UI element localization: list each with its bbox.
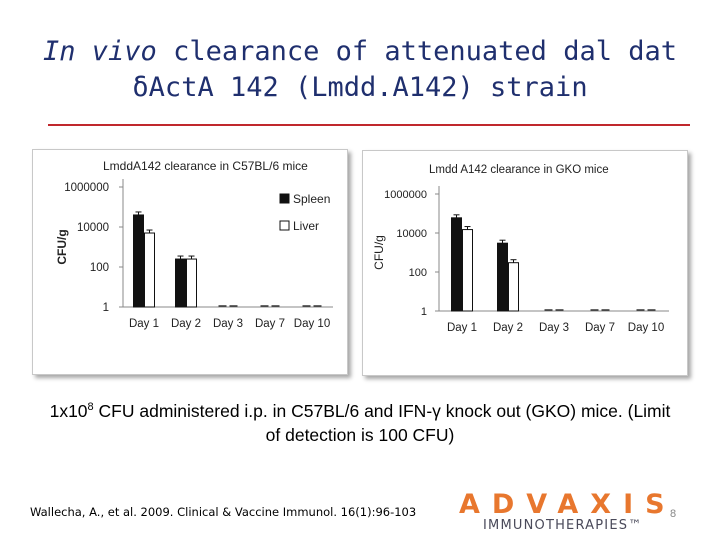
bar-spleen-day-2 [175,258,186,308]
y-tick-label: 100 [90,262,109,274]
title-line-2: δActA 142 (Lmdd.A142) strain [132,72,588,103]
chart-panel-gko: Lmdd A142 clearance in GKO mice CFU/g 1 100… [362,150,688,376]
title-line-1-rest: clearance of attenuated dal dat [173,36,677,67]
chart-title: Lmdd A142 clearance in GKO mice [429,164,609,176]
y-tick-label: 1000000 [384,189,427,201]
title-in-vivo: In vivo [43,36,157,67]
x-category-label: Day 3 [539,322,569,334]
x-category-label: Day 10 [294,318,330,330]
bar-series-2-day-1 [462,229,473,312]
chart-gko: Lmdd A142 clearance in GKO mice CFU/g 1 100… [372,164,669,334]
x-category-label: Day 2 [171,318,201,330]
chart-panel-c57bl6: LmddA142 clearance in C57BL/6 mice CFU/g 1… [32,149,348,375]
x-category-label: Day 7 [585,322,615,334]
x-category-label: Day 2 [493,322,523,334]
citation: Wallecha, A., et al. 2009. Clinical & Va… [30,505,417,519]
bar-series-1-day-2 [497,242,508,312]
advaxis-logo: ADVAXIS IMMUNOTHERAPIES™ [459,490,669,534]
bar-spleen-day-1 [133,214,144,308]
slide-title: In vivo clearance of attenuated dal dat … [0,34,720,106]
y-tick-label: 1 [103,302,109,314]
title-line-1: In vivo clearance of attenuated dal dat [0,34,720,70]
y-tick-label: 10000 [396,228,427,240]
caption-exponent: 8 [87,401,94,413]
caption-dose: 1x10 [49,400,88,421]
legend-swatch-liver [279,220,290,231]
y-tick-label: 100 [409,267,427,279]
caption-text: CFU administered i.p. in C57BL/6 and IFN… [93,400,671,445]
y-axis-label: CFU/g [372,235,386,270]
x-category-label: Day 3 [213,318,243,330]
y-tick-label: 1 [421,306,427,318]
x-category-label: Day 10 [628,322,664,334]
y-axis-label: CFU/g [55,229,69,264]
y-tick-label: 10000 [77,222,109,234]
y-tick-label: 1000000 [64,182,109,194]
bar-liver-day-1 [144,232,155,308]
legend-label-spleen: Spleen [293,192,330,206]
chart-title: LmddA142 clearance in C57BL/6 mice [103,159,308,173]
x-category-label: Day 1 [447,322,477,334]
chart-c57bl6: LmddA142 clearance in C57BL/6 mice CFU/g 1… [55,159,333,330]
legend-label-liver: Liver [293,219,319,233]
logo-subtitle: IMMUNOTHERAPIES™ [483,518,643,533]
x-category-label: Day 1 [129,318,159,330]
logo-wordmark: ADVAXIS [459,489,677,520]
slide-caption: 1x108 CFU administered i.p. in C57BL/6 a… [40,395,680,447]
bar-series-1-day-1 [451,217,462,312]
bar-liver-day-2 [186,258,197,308]
page-number: 8 [670,508,677,520]
legend-swatch-spleen [279,193,290,204]
title-divider [48,124,690,126]
x-category-label: Day 7 [255,318,285,330]
bar-series-2-day-2 [508,262,519,312]
